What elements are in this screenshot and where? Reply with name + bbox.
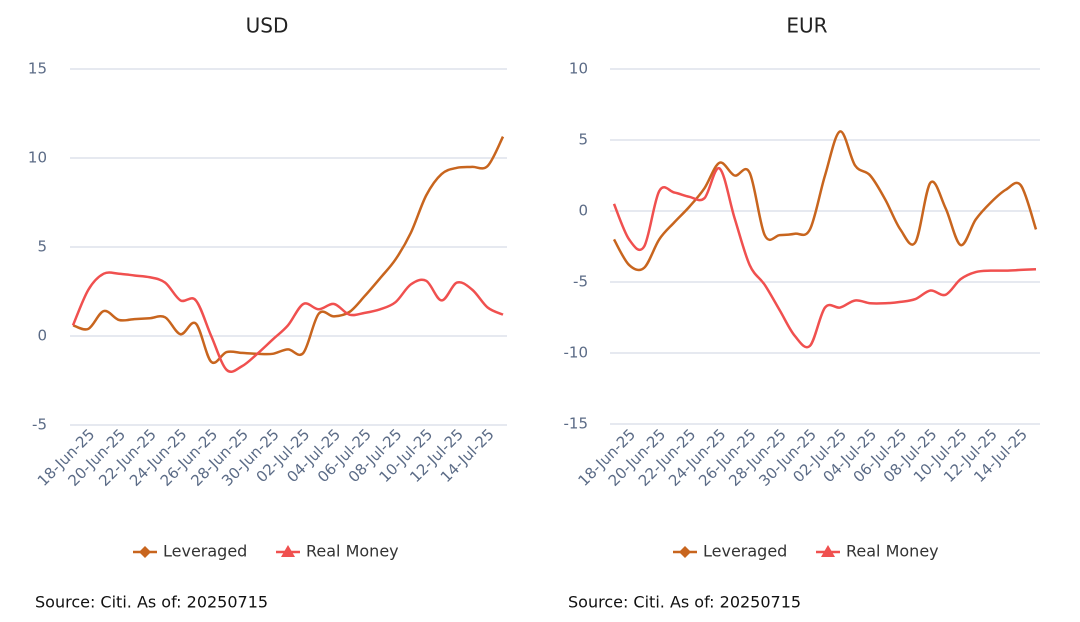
legend-label: Leveraged xyxy=(703,542,787,561)
y-tick-label: 10 xyxy=(569,60,588,78)
y-tick-label: 0 xyxy=(578,202,588,220)
source-note: Source: Citi. As of: 20250715 xyxy=(568,593,801,612)
chart-title: EUR xyxy=(786,14,827,38)
line xyxy=(71,271,504,374)
legend-label: Leveraged xyxy=(163,542,247,561)
legend-label: Real Money xyxy=(306,542,399,561)
line xyxy=(72,136,505,365)
legend-marker xyxy=(821,545,835,557)
source-note: Source: Citi. As of: 20250715 xyxy=(35,593,268,612)
legend-marker xyxy=(139,546,151,558)
legend-marker xyxy=(679,546,691,558)
y-tick-label: 0 xyxy=(37,327,47,345)
y-tick-label: 5 xyxy=(37,238,47,256)
line xyxy=(612,167,1037,349)
y-tick-label: -5 xyxy=(32,416,47,434)
legend-marker xyxy=(281,545,295,557)
y-tick-label: -15 xyxy=(564,415,589,433)
y-tick-label: 15 xyxy=(28,60,47,78)
legend-label: Real Money xyxy=(846,542,939,561)
line xyxy=(612,130,1038,272)
y-tick-label: -5 xyxy=(573,273,588,291)
chart-title: USD xyxy=(246,14,289,38)
y-tick-label: 10 xyxy=(28,149,47,167)
y-tick-label: 5 xyxy=(578,131,588,149)
y-tick-label: -10 xyxy=(564,344,589,362)
